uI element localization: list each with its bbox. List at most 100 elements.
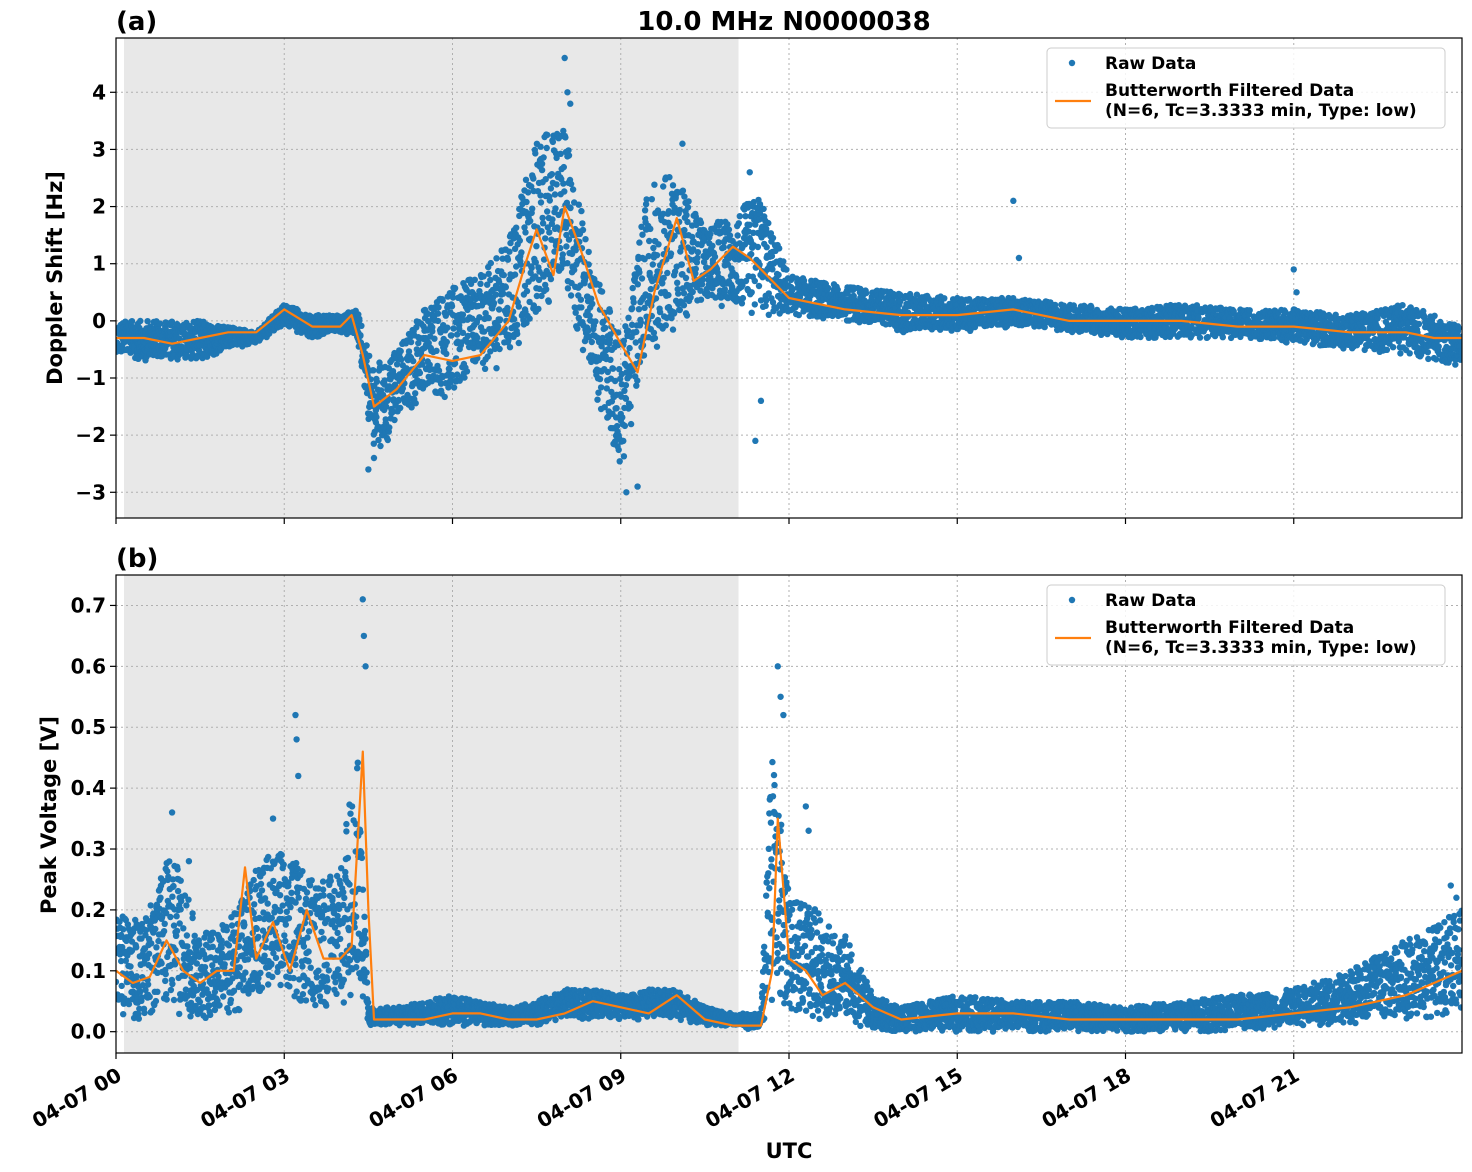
raw-data-point — [532, 150, 539, 157]
raw-data-point — [628, 321, 636, 328]
raw-data-point — [383, 403, 390, 410]
raw-data-point — [459, 311, 467, 318]
raw-data-point — [459, 329, 467, 336]
raw-data-point — [356, 317, 363, 324]
raw-data-point — [596, 281, 603, 288]
raw-data-point — [575, 314, 582, 322]
raw-data-point — [502, 284, 509, 291]
raw-data-point — [370, 367, 377, 374]
raw-data-point — [709, 242, 716, 249]
raw-data-point — [507, 239, 514, 247]
raw-data-point — [649, 277, 656, 285]
raw-data-point — [518, 249, 525, 256]
raw-data-point — [739, 282, 746, 289]
raw-data-point — [538, 228, 545, 235]
raw-data-point — [700, 258, 708, 266]
raw-data-point — [596, 375, 604, 383]
raw-data-point — [667, 250, 675, 257]
raw-data-point — [592, 318, 599, 325]
raw-data-point — [763, 297, 770, 304]
raw-data-point — [611, 377, 619, 385]
raw-data-point — [751, 277, 758, 285]
raw-data-point — [765, 311, 772, 318]
raw-data-point — [676, 206, 683, 214]
raw-data-point — [647, 225, 654, 233]
raw-data-point — [467, 296, 475, 303]
raw-data-point — [399, 385, 406, 392]
raw-data-point — [454, 331, 461, 338]
raw-data-point — [412, 400, 419, 407]
raw-data-point — [624, 327, 632, 334]
raw-data-point — [584, 327, 592, 334]
raw-data-point — [540, 154, 547, 161]
raw-data-point — [540, 256, 548, 263]
raw-data-point — [560, 163, 567, 171]
raw-data-point — [515, 303, 522, 310]
raw-data-point — [748, 309, 755, 316]
raw-data-point — [527, 269, 534, 277]
raw-data-point — [579, 220, 586, 227]
raw-data-point — [450, 384, 458, 391]
raw-data-point — [548, 171, 556, 178]
raw-data-point — [769, 234, 777, 242]
raw-data-point — [742, 277, 750, 285]
raw-data-point — [381, 377, 388, 384]
raw-data-point — [857, 285, 864, 293]
raw-data-point — [567, 204, 574, 212]
raw-data-point — [659, 280, 666, 287]
raw-data-point — [760, 205, 767, 213]
raw-data-point — [375, 436, 382, 444]
raw-data-point — [546, 229, 553, 236]
raw-data-point — [1149, 308, 1156, 315]
raw-data-point — [613, 422, 621, 430]
raw-data-point — [522, 229, 529, 236]
raw-data-point — [707, 231, 714, 238]
raw-data-point — [689, 233, 696, 241]
raw-data-point — [563, 243, 570, 250]
raw-data-point — [620, 337, 628, 344]
raw-data-point — [714, 279, 721, 286]
raw-data-point — [746, 221, 753, 228]
raw-data-point — [1397, 350, 1404, 357]
raw-data-point — [529, 205, 536, 212]
raw-data-point — [203, 353, 211, 360]
raw-data-point — [655, 241, 662, 248]
raw-data-point — [651, 181, 658, 188]
raw-data-point — [579, 226, 587, 234]
raw-data-point — [1270, 334, 1278, 342]
raw-data-point — [1389, 344, 1397, 351]
raw-data-point — [500, 290, 507, 297]
raw-data-point — [721, 286, 728, 293]
raw-data-point — [526, 298, 533, 306]
raw-data-point — [697, 219, 705, 227]
raw-data-point — [654, 316, 662, 324]
raw-data-point — [419, 361, 426, 368]
raw-data-point — [494, 323, 502, 330]
raw-data-point — [437, 380, 445, 387]
raw-data-point — [586, 312, 593, 319]
raw-data-point — [643, 196, 650, 203]
raw-data-point — [379, 391, 387, 399]
raw-data-point — [562, 134, 569, 141]
raw-data-point — [684, 218, 691, 226]
raw-data-point — [650, 244, 657, 252]
raw-data-point — [712, 294, 719, 301]
raw-data-point — [496, 316, 504, 323]
night-shade-region — [124, 38, 739, 518]
raw-data-point — [678, 261, 685, 268]
raw-data-point — [562, 224, 570, 231]
raw-data-point — [574, 325, 581, 332]
raw-data-point — [397, 404, 404, 412]
raw-data-point — [487, 259, 494, 267]
raw-data-point — [524, 189, 532, 196]
raw-data-point — [594, 396, 601, 403]
raw-data-point — [665, 291, 672, 299]
raw-data-point — [480, 273, 487, 280]
raw-data-point — [682, 274, 690, 282]
raw-data-point — [521, 224, 528, 231]
raw-data-point — [754, 243, 762, 251]
raw-data-point — [528, 264, 535, 272]
raw-data-point — [1104, 330, 1111, 338]
raw-data-point — [597, 384, 605, 391]
